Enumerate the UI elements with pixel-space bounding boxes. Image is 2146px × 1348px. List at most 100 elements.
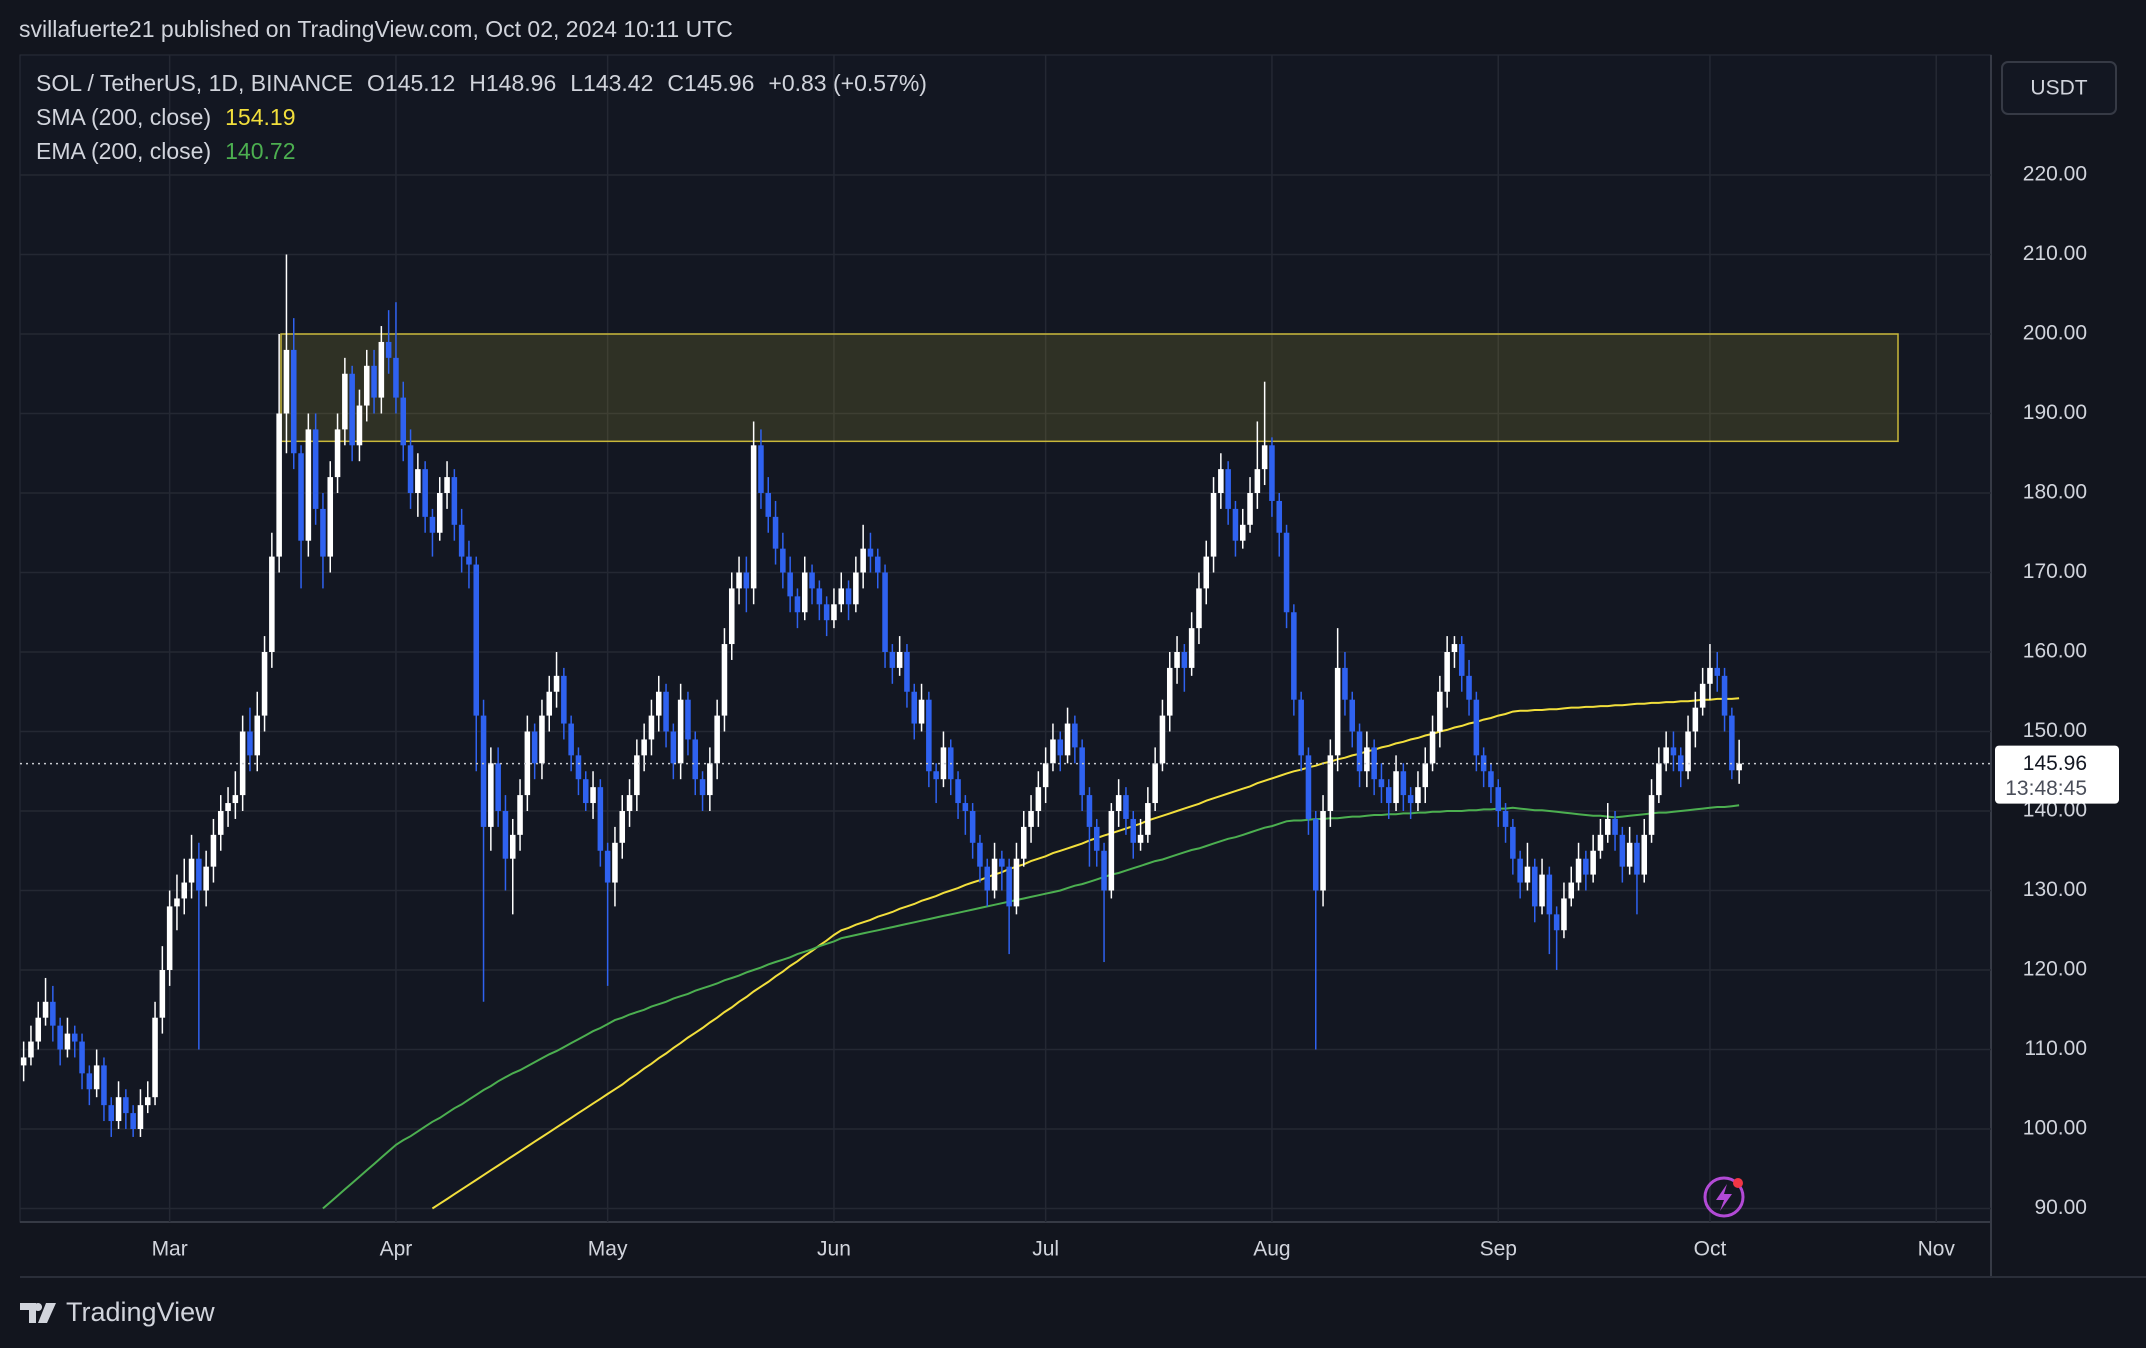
- x-tick-label: Oct: [1694, 1238, 1727, 1261]
- candle-body: [363, 365, 370, 406]
- legend-ohlc-key: H: [469, 70, 486, 96]
- candle-body: [1210, 493, 1217, 557]
- legend-ohlc-value: 145.96: [684, 70, 754, 96]
- candle-body: [743, 572, 750, 589]
- countdown-label: 13:48:45: [2005, 777, 2087, 800]
- candle-body: [1115, 795, 1122, 811]
- legend-main: SOL / TetherUS, 1D, BINANCE O145.12 H148.9…: [36, 70, 927, 96]
- candle-body: [1495, 787, 1502, 811]
- y-tick-label: 210.00: [2023, 242, 2087, 265]
- legend-ohlc-key: L: [570, 70, 583, 96]
- candle-body: [181, 882, 188, 899]
- candle-body: [1429, 731, 1436, 764]
- candle-body: [1677, 755, 1684, 772]
- candle-body: [1137, 834, 1144, 843]
- candle-body: [1291, 612, 1297, 700]
- alert-icon[interactable]: [1703, 1176, 1745, 1218]
- candle-body: [1276, 500, 1283, 533]
- indicator-line: [431, 697, 1740, 1210]
- x-tick-label: Mar: [152, 1238, 188, 1261]
- candle-body: [1072, 723, 1078, 748]
- candle-body: [809, 572, 815, 589]
- candle-body: [159, 970, 166, 1018]
- candle-body: [801, 572, 808, 613]
- candle-body: [984, 866, 991, 891]
- candle-body: [1247, 493, 1253, 525]
- alert-dot[interactable]: [1733, 1178, 1743, 1188]
- y-tick-label: 130.00: [2023, 878, 2087, 901]
- candle-body: [955, 779, 961, 804]
- brand-text: TradingView: [66, 1297, 215, 1327]
- candle-body: [1188, 628, 1195, 668]
- candle-body: [400, 397, 407, 446]
- candle-body: [575, 755, 582, 780]
- candle-body: [327, 477, 334, 557]
- alert-bolt[interactable]: [1716, 1184, 1732, 1211]
- candle-body: [882, 572, 888, 652]
- candle-body: [794, 596, 801, 613]
- y-tick-label: 160.00: [2023, 640, 2087, 663]
- candle-body: [1261, 445, 1268, 470]
- candle-body: [539, 715, 545, 764]
- candle-body: [1561, 898, 1567, 931]
- candle-body: [1473, 699, 1480, 756]
- candle-body: [115, 1097, 122, 1122]
- candle-body: [714, 715, 720, 764]
- candle-body: [422, 469, 428, 517]
- candle-body: [305, 429, 312, 541]
- candle-body: [911, 691, 918, 724]
- candle-body: [371, 365, 377, 398]
- candle-body: [940, 747, 947, 780]
- candle-body: [641, 739, 647, 756]
- candle-body: [1378, 779, 1385, 788]
- candle-body: [1604, 818, 1611, 835]
- candle-body: [1597, 834, 1604, 851]
- alert-circle[interactable]: [1703, 1176, 1745, 1218]
- candle-body: [312, 429, 319, 509]
- candle-body: [1145, 803, 1151, 835]
- candle-body: [1159, 715, 1166, 764]
- candle-body: [123, 1097, 129, 1114]
- legend-indicator-name: EMA (200, close): [36, 138, 211, 164]
- candle-body: [1699, 683, 1706, 708]
- candle-body: [1298, 699, 1304, 756]
- candle-body: [1130, 818, 1137, 843]
- indicator-line: [322, 804, 1740, 1210]
- candle-body: [780, 548, 786, 573]
- candle-body: [334, 429, 341, 478]
- candle-body: [196, 858, 202, 891]
- candle-body: [1539, 874, 1545, 907]
- candle-body: [451, 477, 458, 525]
- y-tick-label: 110.00: [2024, 1037, 2087, 1060]
- x-tick-label: Jun: [817, 1238, 851, 1261]
- candle-body: [1721, 675, 1728, 716]
- legend-change: +0.83 (+0.57%): [768, 70, 927, 96]
- candle-body: [57, 1025, 63, 1050]
- candle-body: [1648, 795, 1655, 835]
- currency-button[interactable]: [2001, 61, 2117, 115]
- candle-body: [1152, 763, 1158, 804]
- candle-body: [1670, 747, 1677, 756]
- candle-body: [517, 795, 523, 835]
- candle-body: [685, 699, 691, 740]
- y-tick-label: 120.00: [2023, 958, 2087, 981]
- candle-body: [152, 1017, 158, 1098]
- candle-body: [918, 699, 925, 724]
- candle-body: [677, 699, 684, 764]
- candle-body: [1108, 811, 1115, 891]
- candle-body: [429, 516, 436, 533]
- candle-body: [816, 588, 823, 605]
- candle-body: [1692, 707, 1699, 732]
- resistance-zone: [280, 333, 1899, 443]
- x-tick-label: Apr: [380, 1238, 413, 1261]
- candle-body: [1181, 652, 1188, 668]
- currency-label[interactable]: USDT: [2030, 77, 2087, 100]
- candle-body: [1553, 914, 1560, 931]
- candle-body: [1707, 667, 1713, 684]
- candle-body: [874, 556, 881, 573]
- y-tick-label: 150.00: [2023, 719, 2087, 742]
- candle-body: [130, 1113, 136, 1129]
- x-tick-label: May: [588, 1238, 628, 1261]
- candle-body: [203, 866, 209, 891]
- brand-mark: [20, 1303, 56, 1323]
